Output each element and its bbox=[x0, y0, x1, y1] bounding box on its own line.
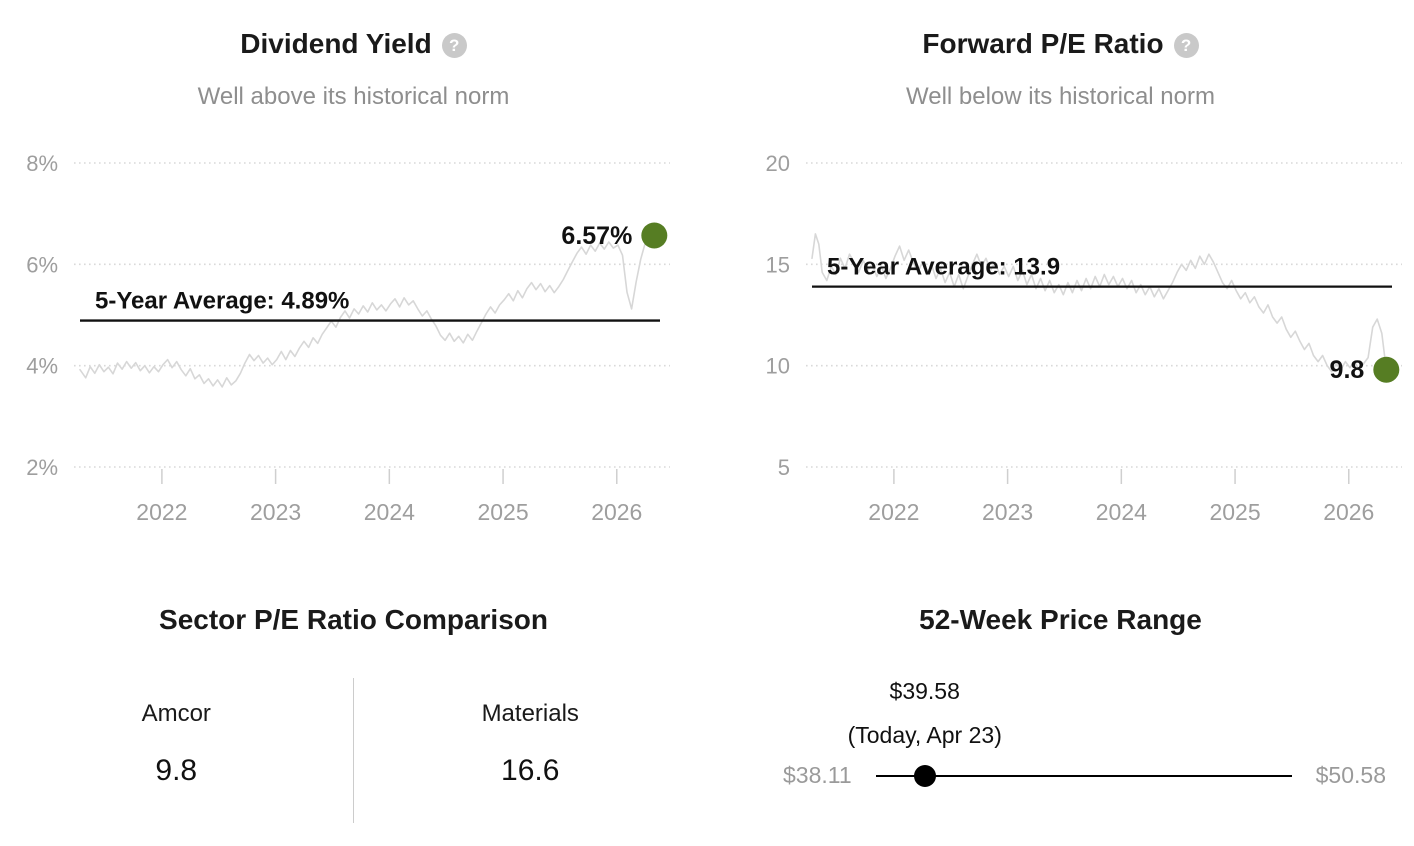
current-price: $39.58 bbox=[889, 677, 960, 704]
x-axis-label: 2023 bbox=[982, 499, 1033, 525]
y-axis-label: 8% bbox=[26, 151, 58, 176]
y-axis-label: 15 bbox=[766, 252, 790, 277]
comparison-label: Materials bbox=[481, 700, 579, 727]
x-axis-label: 2024 bbox=[364, 499, 415, 525]
sector-pe-comparison-panel: Sector P/E Ratio Comparison Amcor 9.8 Ma… bbox=[0, 540, 707, 846]
x-axis-label: 2026 bbox=[1323, 499, 1374, 525]
x-axis-label: 2025 bbox=[477, 499, 528, 525]
chart-title-text: Forward P/E Ratio bbox=[922, 28, 1164, 59]
forward-pe-panel: Forward P/E Ratio? Well below its histor… bbox=[707, 0, 1414, 540]
x-axis-label: 2023 bbox=[250, 499, 301, 525]
forward-pe-chart: 20 15 10 5 2022 2023 2024 2025 2026 5-Year Averag… bbox=[707, 140, 1414, 540]
range-knob[interactable] bbox=[913, 764, 936, 787]
current-value-label: 9.8 bbox=[1330, 356, 1365, 384]
price-range-slider: $38.11 $39.58 (Today, Apr 23) $50.58 bbox=[707, 678, 1414, 789]
y-axis-label: 10 bbox=[766, 354, 790, 379]
x-axis-label: 2024 bbox=[1096, 499, 1147, 525]
comparison-label: Amcor bbox=[141, 700, 211, 727]
sector-comparison-table: Amcor 9.8 Materials 16.6 bbox=[0, 678, 707, 823]
price-range-title: 52-Week Price Range bbox=[919, 604, 1202, 635]
sector-comparison-title: Sector P/E Ratio Comparison bbox=[159, 604, 548, 635]
forward-pe-title: Forward P/E Ratio? bbox=[707, 26, 1414, 62]
range-high-label: $50.58 bbox=[1315, 762, 1386, 788]
current-value-marker bbox=[641, 222, 668, 249]
chart-svg: 20 15 10 5 2022 2023 2024 2025 2026 5-Year Averag… bbox=[766, 151, 1402, 525]
dividend-yield-subtitle: Well above its historical norm bbox=[197, 83, 510, 110]
dividend-yield-chart: 8% 6% 4% 2% 2022 2023 2024 2025 2026 5-Year Avera… bbox=[0, 140, 707, 540]
current-price-callout: $39.58 (Today, Apr 23) bbox=[848, 669, 1002, 757]
average-label: 5-Year Average: 13.9 bbox=[827, 254, 1060, 281]
current-value-marker bbox=[1373, 356, 1400, 383]
series-line bbox=[811, 233, 1388, 373]
series-line bbox=[79, 234, 656, 388]
dividend-yield-panel: Dividend Yield? Well above its historica… bbox=[0, 0, 707, 540]
comparison-value: 9.8 bbox=[155, 754, 198, 787]
y-axis-label: 4% bbox=[26, 354, 58, 379]
y-axis-label: 2% bbox=[26, 455, 58, 480]
average-label: 5-Year Average: 4.89% bbox=[95, 288, 349, 315]
comparison-value: 16.6 bbox=[501, 754, 560, 787]
forward-pe-subtitle: Well below its historical norm bbox=[906, 83, 1215, 110]
x-axis-label: 2022 bbox=[136, 499, 187, 525]
comparison-col-materials: Materials 16.6 bbox=[354, 678, 708, 823]
current-price-caption: (Today, Apr 23) bbox=[847, 721, 1002, 748]
comparison-col-amcor: Amcor 9.8 bbox=[0, 678, 354, 823]
chart-svg: 8% 6% 4% 2% 2022 2023 2024 2025 2026 5-Year Avera… bbox=[26, 151, 670, 525]
y-axis-label: 20 bbox=[766, 151, 790, 176]
range-low-label: $38.11 bbox=[783, 762, 852, 788]
chart-title-text: Dividend Yield bbox=[240, 28, 432, 59]
dividend-yield-title: Dividend Yield? bbox=[0, 26, 707, 62]
x-axis-label: 2026 bbox=[591, 499, 642, 525]
help-icon[interactable]: ? bbox=[1173, 33, 1199, 58]
price-range-panel: 52-Week Price Range $38.11 $39.58 (Today… bbox=[707, 540, 1414, 846]
help-icon[interactable]: ? bbox=[441, 33, 467, 58]
y-axis-label: 5 bbox=[778, 455, 790, 480]
y-axis-label: 6% bbox=[26, 252, 58, 277]
x-axis-label: 2022 bbox=[868, 499, 919, 525]
current-value-label: 6.57% bbox=[561, 222, 632, 250]
x-axis-label: 2025 bbox=[1209, 499, 1260, 525]
range-track: $39.58 (Today, Apr 23) bbox=[848, 678, 1292, 787]
